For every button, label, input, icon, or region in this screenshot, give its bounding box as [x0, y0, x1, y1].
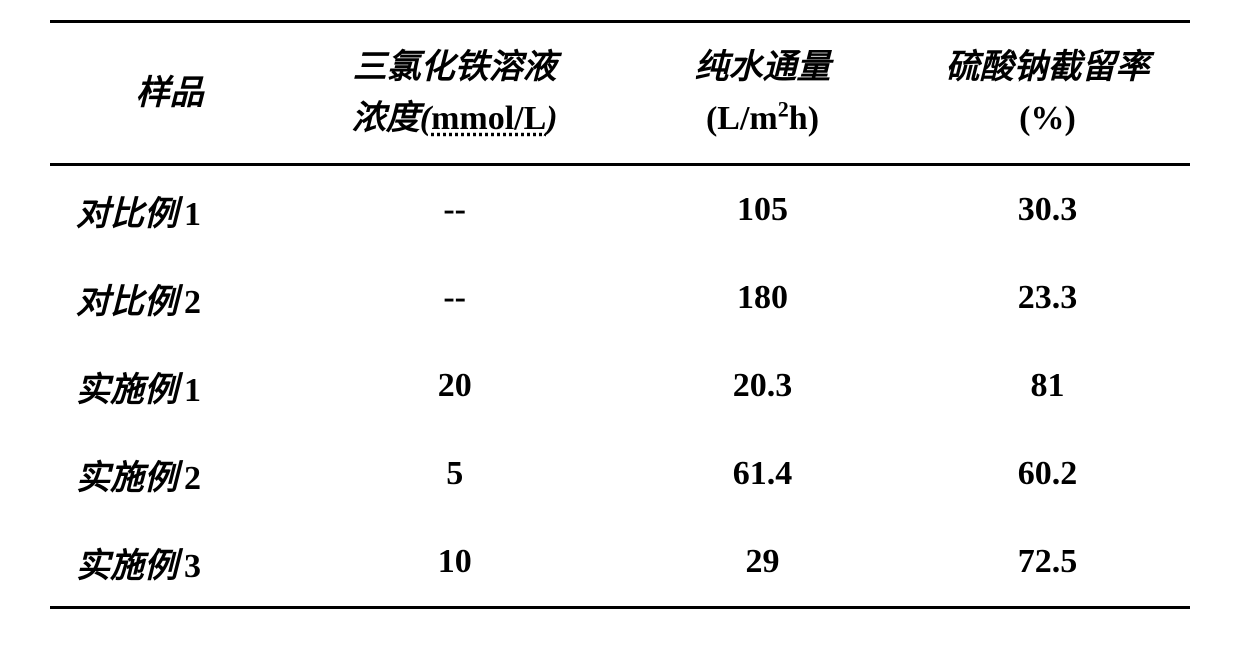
cell-rej: 81 [905, 342, 1190, 430]
table-header: 样品 三氯化铁溶液 浓度(mmol/L) 纯水通量 (L/m2h) [50, 22, 1190, 165]
table-body: 对比例1 -- 105 30.3 对比例2 -- 180 23.3 实施例1 2… [50, 165, 1190, 608]
cell-flux: 61.4 [620, 430, 905, 518]
col-header-sample-label: 样品 [136, 68, 204, 119]
table-row: 实施例1 20 20.3 81 [50, 342, 1190, 430]
sample-text: 实施例 [76, 460, 178, 497]
sample-text: 实施例 [76, 372, 178, 409]
sample-text: 对比例 [76, 284, 178, 321]
cell-conc: -- [289, 165, 620, 255]
table-row: 实施例2 5 61.4 60.2 [50, 430, 1190, 518]
sample-text: 实施例 [76, 548, 178, 585]
table-row: 对比例1 -- 105 30.3 [50, 165, 1190, 255]
cell-rej: 30.3 [905, 165, 1190, 255]
col-header-conc-suffix: ) [546, 100, 557, 137]
sample-num: 2 [184, 460, 201, 497]
cell-flux: 105 [620, 165, 905, 255]
sample-text: 对比例 [76, 196, 178, 233]
cell-conc: -- [289, 254, 620, 342]
sample-num: 2 [184, 284, 201, 321]
col-header-conc-unit: mmol/L [431, 100, 546, 137]
cell-conc: 5 [289, 430, 620, 518]
col-header-rej-line1: 硫酸钠截留率 [945, 42, 1149, 93]
cell-conc: 20 [289, 342, 620, 430]
sample-num: 3 [184, 548, 201, 585]
col-header-flux: 纯水通量 (L/m2h) [620, 22, 905, 165]
col-header-rej-line2: (%) [945, 93, 1149, 144]
cell-rej: 23.3 [905, 254, 1190, 342]
sample-num: 1 [184, 372, 201, 409]
table-row: 实施例3 10 29 72.5 [50, 518, 1190, 608]
col-header-conc: 三氯化铁溶液 浓度(mmol/L) [289, 22, 620, 165]
cell-rej: 60.2 [905, 430, 1190, 518]
data-table: 样品 三氯化铁溶液 浓度(mmol/L) 纯水通量 (L/m2h) [50, 20, 1190, 609]
col-header-sample: 样品 [50, 22, 289, 165]
col-header-flux-prefix: ( [706, 100, 717, 137]
cell-conc: 10 [289, 518, 620, 608]
col-header-flux-suffix: ) [808, 100, 819, 137]
cell-flux: 180 [620, 254, 905, 342]
table-row: 对比例2 -- 180 23.3 [50, 254, 1190, 342]
cell-flux: 29 [620, 518, 905, 608]
col-header-conc-prefix: 浓度( [352, 100, 431, 137]
table: 样品 三氯化铁溶液 浓度(mmol/L) 纯水通量 (L/m2h) [50, 20, 1190, 609]
cell-rej: 72.5 [905, 518, 1190, 608]
col-header-flux-line1: 纯水通量 [694, 42, 830, 93]
col-header-flux-unit: L/m2h [717, 100, 807, 137]
cell-flux: 20.3 [620, 342, 905, 430]
col-header-rej: 硫酸钠截留率 (%) [905, 22, 1190, 165]
col-header-conc-line1: 三氯化铁溶液 [352, 42, 558, 93]
sample-num: 1 [184, 196, 201, 233]
